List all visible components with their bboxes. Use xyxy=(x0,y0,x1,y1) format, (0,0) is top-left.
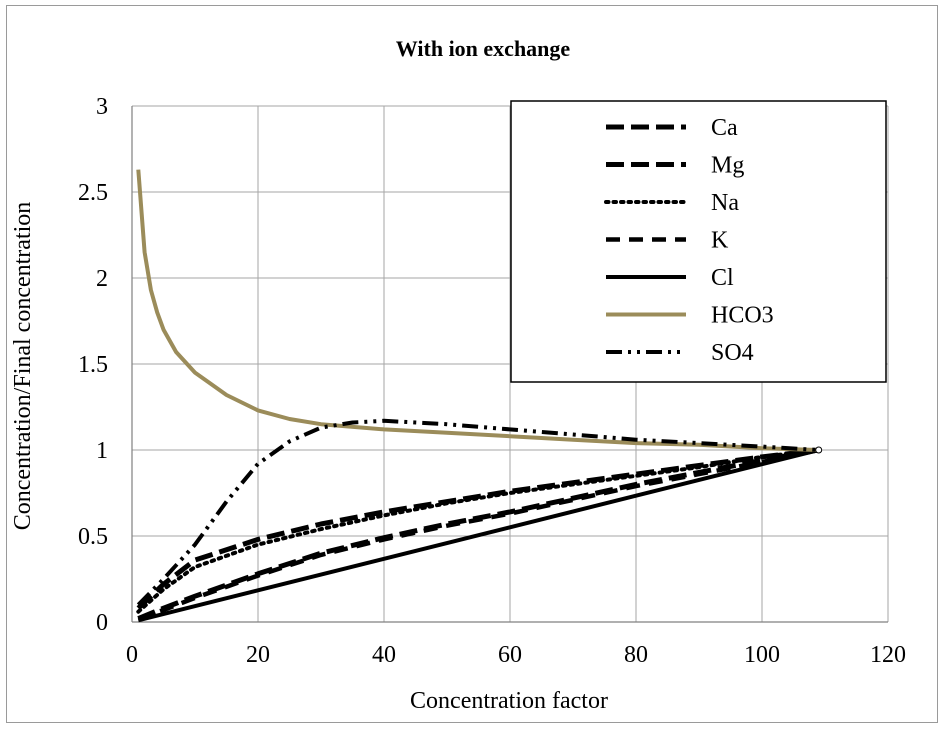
x-tick-label: 40 xyxy=(372,642,396,668)
legend-label-mg: Mg xyxy=(711,153,744,179)
series-line-so4 xyxy=(136,418,819,607)
series-line-k xyxy=(137,447,820,621)
legend-label-so4: SO4 xyxy=(711,340,754,366)
gridlines xyxy=(131,105,889,623)
series-line-na xyxy=(136,448,821,614)
x-tick-label: 80 xyxy=(624,642,648,668)
y-tick-label: 0 xyxy=(96,610,108,636)
y-tick-label: 2.5 xyxy=(78,180,108,206)
legend-label-na: Na xyxy=(711,190,739,216)
legend-label-k: K xyxy=(711,228,729,254)
series-line-hco3 xyxy=(136,169,819,452)
x-tick-label: 120 xyxy=(870,642,906,668)
series-layer xyxy=(136,169,823,623)
series-line-cl xyxy=(137,448,820,623)
x-tick-label: 60 xyxy=(498,642,522,668)
y-tick-label: 2 xyxy=(96,266,108,292)
x-tick-label: 0 xyxy=(126,642,138,668)
x-tick-label: 100 xyxy=(744,642,780,668)
x-axis-label: Concentration factor xyxy=(410,688,608,714)
y-tick-label: 3 xyxy=(96,94,108,120)
legend-label-hco3: HCO3 xyxy=(711,303,774,329)
y-tick-label: 1.5 xyxy=(78,352,108,378)
legend-label-ca: Ca xyxy=(711,115,738,141)
y-tick-label: 1 xyxy=(96,438,108,464)
legend-label-cl: Cl xyxy=(711,265,734,291)
tick-labels: 0 20 40 60 80 100 120 0 0.5 1 1.5 2 2.5 3 xyxy=(78,94,906,668)
end-point-marker xyxy=(815,446,823,454)
y-tick-label: 0.5 xyxy=(78,524,108,550)
y-axis-label: Concentration/Final concentration xyxy=(10,202,36,531)
x-tick-label: 20 xyxy=(246,642,270,668)
chart-title: With ion exchange xyxy=(396,36,571,61)
legend: Ca Mg Na K Cl HCO3 SO4 xyxy=(510,100,887,383)
legend-box xyxy=(510,100,887,383)
